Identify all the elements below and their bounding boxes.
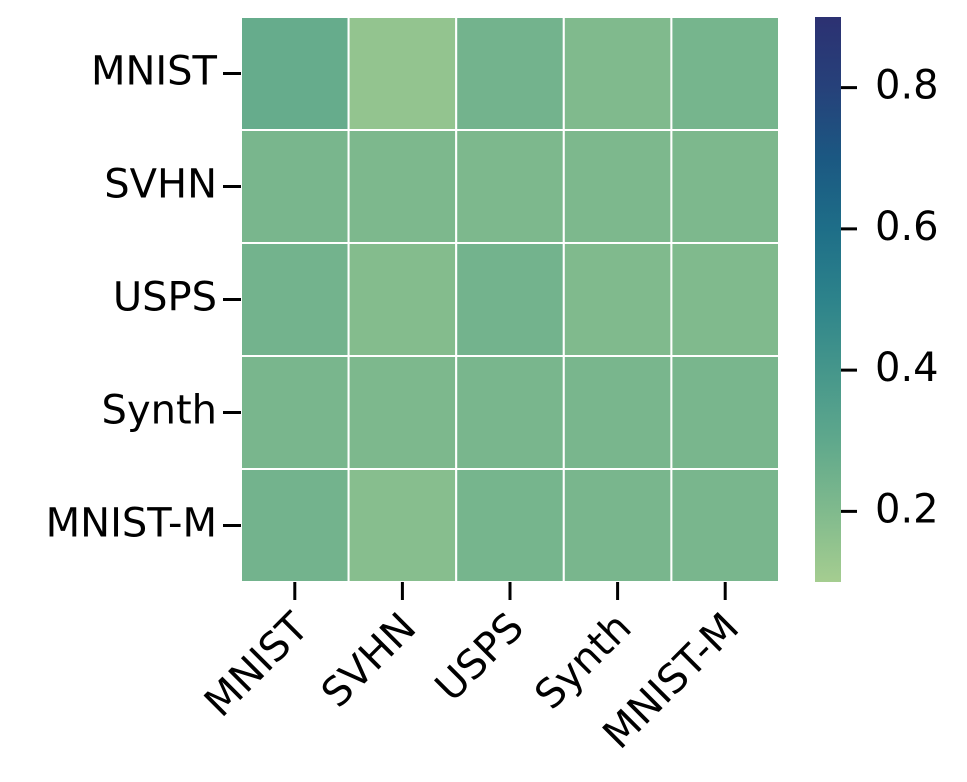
x-tick-label: SVHN (313, 604, 425, 716)
heatmap-cell (670, 129, 781, 244)
heatmap-cell (347, 355, 458, 470)
heatmap-cell (455, 129, 565, 244)
colorbar-tick-label: 0.4 (875, 345, 939, 391)
heatmap-cell (562, 355, 673, 470)
heatmap-cell (455, 242, 565, 357)
heatmap-cell (455, 468, 565, 583)
y-tick-label: Synth (102, 388, 217, 434)
y-tick-label: MNIST-M (46, 501, 217, 547)
x-tick-label: MNIST (196, 604, 318, 726)
heatmap-cell (240, 16, 350, 131)
heatmap-cell (562, 129, 673, 244)
colorbar (815, 17, 841, 582)
colorbar-tick-label: 0.8 (875, 63, 939, 109)
colorbar-tick-label: 0.6 (875, 204, 939, 250)
heatmap-cell (670, 16, 781, 131)
heatmap-cell (455, 16, 565, 131)
x-tick-label: USPS (427, 604, 533, 710)
heatmap-cell (670, 242, 781, 357)
colorbar-tick-label: 0.2 (875, 486, 939, 532)
heatmap-cell (240, 129, 350, 244)
heatmap-cell (562, 242, 673, 357)
heatmap-cell (240, 242, 350, 357)
heatmap-cell (347, 468, 458, 583)
heatmap-cell (347, 16, 458, 131)
heatmap-cell (347, 129, 458, 244)
heatmap-cell (347, 242, 458, 357)
heatmap-cell (240, 468, 350, 583)
heatmap-cell (562, 16, 673, 131)
y-tick-label: MNIST (91, 49, 218, 95)
heatmap-cell (240, 355, 350, 470)
y-tick-label: USPS (113, 275, 217, 321)
heatmap-cell (562, 468, 673, 583)
heatmap-cell (670, 468, 781, 583)
heatmap-cell (455, 355, 565, 470)
y-tick-label: SVHN (104, 162, 217, 208)
heatmap-cell (670, 355, 781, 470)
